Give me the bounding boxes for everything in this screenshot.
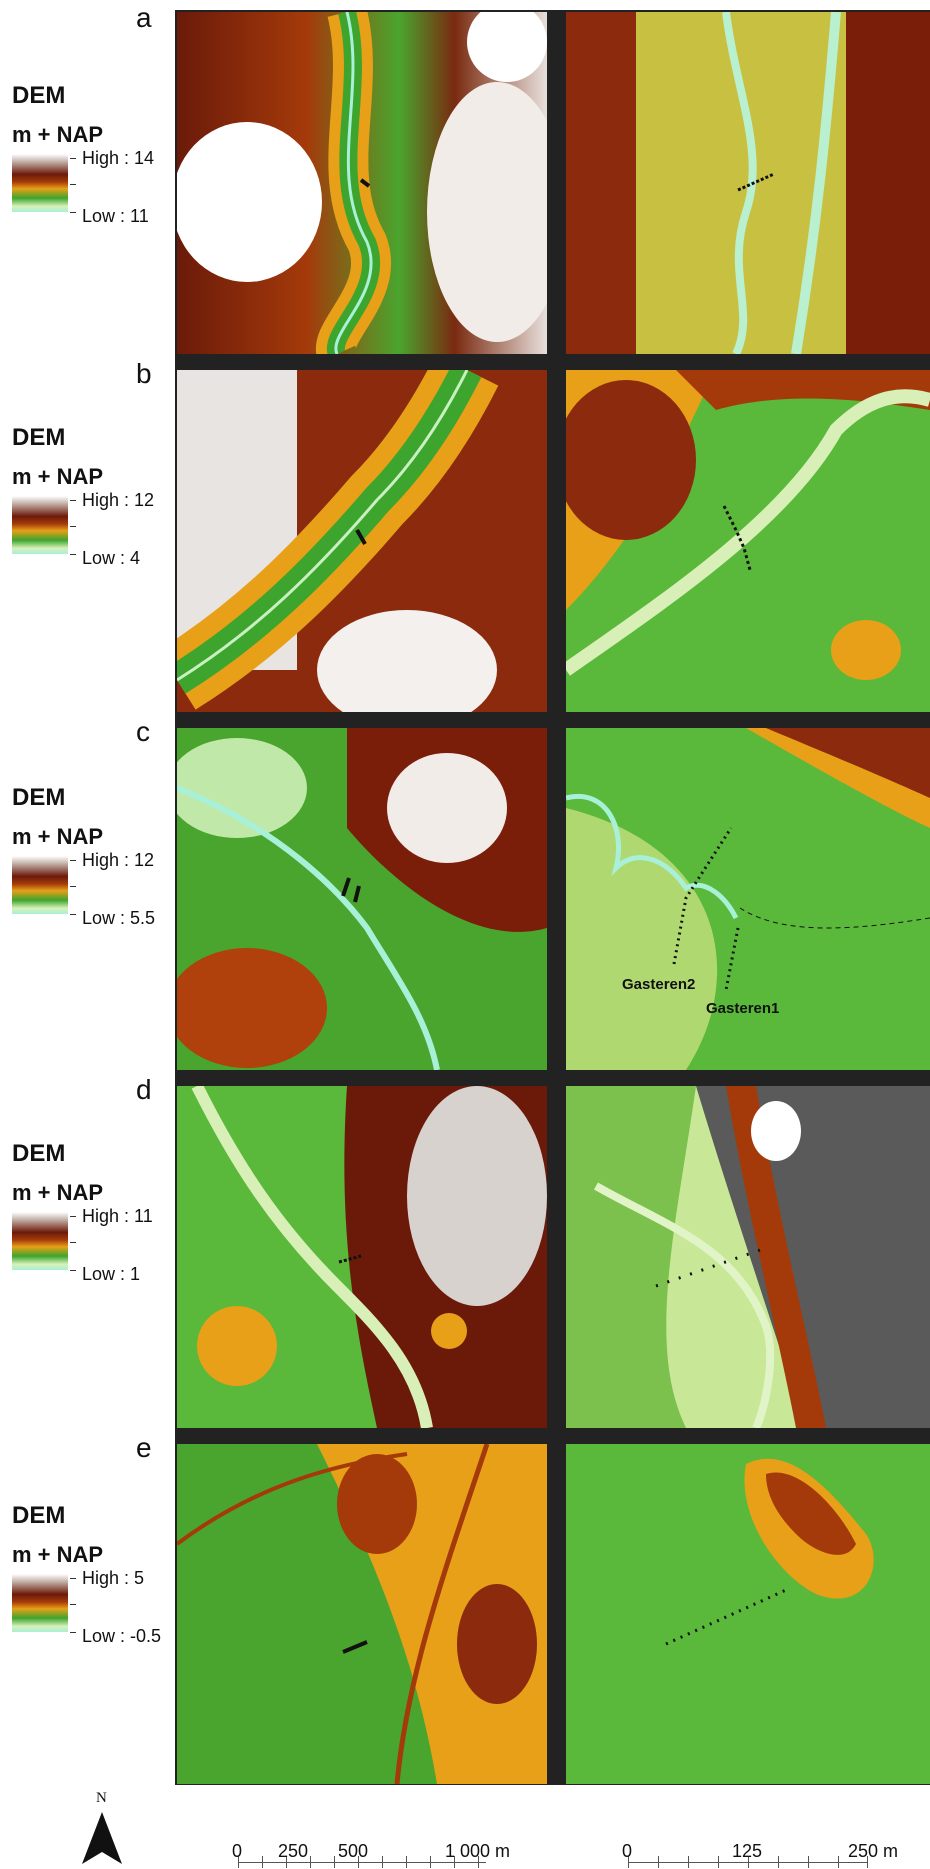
scale-right-label-125: 125: [732, 1841, 763, 1861]
legend-unit: m + NAP: [12, 464, 104, 489]
legend-tick: [70, 1604, 76, 1605]
north-arrow-icon: [82, 1812, 122, 1864]
legend-tick: [70, 1578, 76, 1579]
scale-left-label-250: 250: [278, 1841, 309, 1861]
legend-tick: [70, 212, 76, 213]
dem-map-c-detail[interactable]: Gasteren2 Gasteren1: [566, 728, 930, 1070]
legend-title: DEM: [12, 82, 66, 109]
legend-unit: m + NAP: [12, 824, 104, 849]
legend-tick: [70, 500, 76, 501]
legend-tick: [70, 1216, 76, 1217]
dem-map-a-detail[interactable]: [566, 12, 930, 354]
panel-letter-a: a: [136, 2, 152, 33]
legend-unit: m + NAP: [12, 122, 104, 147]
panel-letter-e: e: [136, 1432, 152, 1463]
panel-letter-c: c: [136, 716, 150, 747]
legend-tick: [70, 860, 76, 861]
legend-tick: [70, 1632, 76, 1633]
dem-map-b-detail[interactable]: [566, 370, 930, 712]
north-label: N: [96, 1790, 107, 1806]
dem-map-b-overview[interactable]: [177, 370, 547, 712]
legend-high: High : 5: [82, 1568, 145, 1588]
elevation-color-ramp: [12, 1212, 68, 1270]
label-gasteren1: Gasteren1: [706, 1000, 780, 1017]
legend-high: High : 12: [82, 850, 155, 870]
label-gasteren2: Gasteren2: [622, 976, 696, 993]
scale-left-label-500: 500: [338, 1841, 369, 1861]
legend-low: Low : 4: [82, 548, 141, 568]
legend-tick: [70, 886, 76, 887]
elevation-color-ramp: [12, 856, 68, 914]
dem-legend-e: DEM m + NAP High : 5 Low : -0.5: [12, 1502, 182, 1652]
elevation-color-ramp: [12, 154, 68, 212]
legend-title: DEM: [12, 784, 66, 811]
panel-letter-d: d: [136, 1074, 152, 1105]
elevation-color-ramp: [12, 1574, 68, 1632]
dem-map-d-overview[interactable]: [177, 1086, 547, 1428]
legend-tick: [70, 914, 76, 915]
scale-left-label-0: 0: [232, 1841, 243, 1861]
legend-unit: m + NAP: [12, 1542, 104, 1567]
legend-title: DEM: [12, 424, 66, 451]
legend-high: High : 12: [82, 490, 155, 510]
elevation-color-ramp: [12, 496, 68, 554]
legend-tick: [70, 158, 76, 159]
dem-legend-c: DEM m + NAP High : 12 Low : 5.5: [12, 784, 182, 934]
scale-left-label-1000: 1 000 m: [445, 1841, 511, 1861]
legend-tick: [70, 1270, 76, 1271]
scale-right-label-0: 0: [622, 1841, 633, 1861]
dem-legend-d: DEM m + NAP High : 11 Low : 1: [12, 1140, 182, 1290]
dem-legend-b: DEM m + NAP High : 12 Low : 4: [12, 424, 182, 574]
legend-title: DEM: [12, 1140, 66, 1167]
dem-map-e-overview[interactable]: [177, 1444, 547, 1784]
scale-right-label-250: 250 m: [848, 1841, 899, 1861]
legend-low: Low : 5.5: [82, 908, 156, 928]
legend-tick: [70, 554, 76, 555]
legend-tick: [70, 1242, 76, 1243]
dem-map-a-overview[interactable]: [177, 12, 547, 354]
legend-low: Low : 1: [82, 1264, 141, 1284]
legend-high: High : 11: [82, 1206, 153, 1226]
panel-letter-b: b: [136, 358, 152, 389]
scale-bar-right: [628, 1848, 868, 1868]
legend-title: DEM: [12, 1502, 66, 1529]
legend-low: Low : -0.5: [82, 1626, 162, 1646]
dem-legend-a: DEM m + NAP High : 14 Low : 11: [12, 82, 182, 232]
dem-map-d-detail[interactable]: [566, 1086, 930, 1428]
legend-unit: m + NAP: [12, 1180, 104, 1205]
legend-tick: [70, 184, 76, 185]
legend-tick: [70, 526, 76, 527]
legend-high: High : 14: [82, 148, 155, 168]
dem-map-e-detail[interactable]: [566, 1444, 930, 1784]
dem-map-c-overview[interactable]: [177, 728, 547, 1070]
legend-low: Low : 11: [82, 206, 149, 226]
scale-bar-left: [238, 1848, 486, 1868]
